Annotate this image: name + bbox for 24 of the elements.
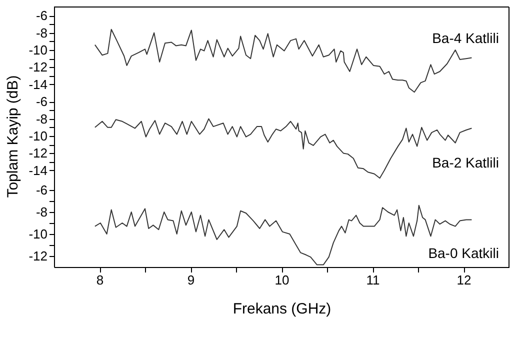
y-tick-label: -12 bbox=[28, 248, 48, 264]
series-label: Ba-4 Katlili bbox=[432, 30, 499, 46]
x-tick-label: 12 bbox=[456, 272, 472, 288]
y-tick-label: -8 bbox=[36, 204, 48, 220]
y-tick-label: -8 bbox=[36, 111, 48, 126]
y-tick-label: -8 bbox=[36, 25, 48, 40]
x-tick-label: 11 bbox=[366, 272, 380, 288]
y-tick-label: -6 bbox=[36, 182, 48, 198]
y-tick-label: -10 bbox=[28, 128, 48, 144]
series-label: Ba-0 Katkili bbox=[428, 244, 499, 261]
y-tick-label: -14 bbox=[28, 162, 48, 178]
y-tick-label: -10 bbox=[28, 226, 48, 242]
x-tick-label: 10 bbox=[274, 272, 290, 288]
y-tick-label: -6 bbox=[36, 94, 48, 110]
y-tick-label: -12 bbox=[28, 146, 48, 161]
y-tick-label: -10 bbox=[28, 42, 48, 58]
x-axis-title: Frekans (GHz) bbox=[232, 300, 332, 318]
y-tick-label: -14 bbox=[28, 76, 48, 92]
x-tick-label: 9 bbox=[187, 272, 195, 288]
y-axis-title: Toplam Kayip (dB) bbox=[4, 75, 22, 198]
y-tick-label: -12 bbox=[28, 60, 48, 75]
series-label: Ba-2 Katlili bbox=[432, 154, 499, 171]
x-tick-label: 8 bbox=[96, 272, 104, 288]
y-tick-label: -6 bbox=[36, 8, 48, 24]
